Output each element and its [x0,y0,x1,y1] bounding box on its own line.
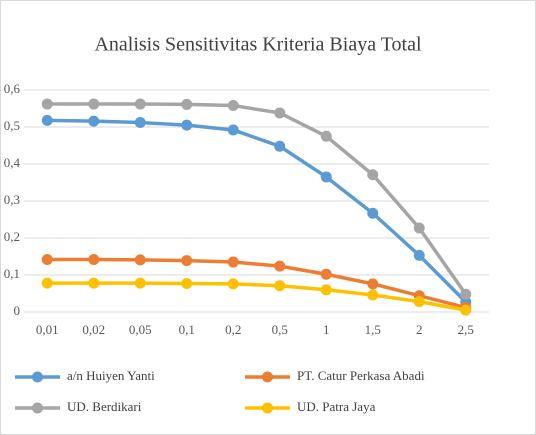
x-tick-label: 2 [416,322,423,337]
x-tick-label: 0,2 [225,322,241,337]
data-point [413,249,425,261]
data-point [88,98,100,110]
x-tick-label: 1 [323,322,330,337]
data-point [227,124,239,136]
data-point [134,254,146,266]
series-line [47,257,467,310]
data-point [181,119,193,131]
data-point [460,304,472,316]
y-tick-label: 0,5 [4,118,20,133]
data-point [460,288,472,300]
legend-marker [32,402,43,414]
data-point [320,130,332,142]
data-point [274,140,286,152]
legend-marker [262,371,273,383]
x-tick-label: 0,1 [179,322,195,337]
data-point [413,222,425,234]
legend-label: PT. Catur Perkasa Abadi [297,368,425,383]
data-point [320,284,332,296]
series-line [47,118,467,304]
chart-title: Analisis Sensitivitas Kriteria Biaya Tot… [94,34,422,56]
legend-marker [262,402,273,414]
y-tick-label: 0,4 [4,155,21,170]
data-point [88,115,100,127]
data-point [367,207,379,219]
data-point [320,171,332,183]
x-tick-label: 0,01 [36,322,59,337]
legend-marker [32,371,43,383]
data-point [413,296,425,308]
data-point [274,280,286,292]
data-point [367,278,379,290]
data-point [367,169,379,181]
legend-label: UD. Patra Jaya [297,399,376,414]
legend-label: a/n Huiyen Yanti [67,368,155,383]
data-point [181,98,193,110]
legend-label: UD. Berdikari [67,399,142,414]
data-point [88,253,100,265]
data-point [134,117,146,129]
data-point [134,277,146,289]
data-point [41,277,53,289]
data-point [227,278,239,290]
data-point [367,289,379,301]
y-tick-label: 0,1 [4,266,20,281]
data-point [41,114,53,126]
series-line [47,102,468,296]
series-line [47,281,467,312]
x-tick-label: 2,5 [458,322,474,337]
data-point [227,100,239,112]
x-tick-label: 0,02 [82,322,105,337]
y-tick-label: 0 [14,303,21,318]
data-point [181,278,193,290]
data-point [41,98,53,110]
y-tick-label: 0,3 [4,192,20,207]
data-point [274,107,286,119]
data-point [41,253,53,265]
data-point [274,260,286,272]
x-tick-label: 0,05 [129,322,152,337]
y-tick-label: 0,2 [4,229,20,244]
x-tick-label: 0,5 [272,322,288,337]
y-tick-label: 0,6 [4,81,21,96]
x-tick-label: 1,5 [365,322,381,337]
data-point [134,98,146,110]
data-point [227,256,239,268]
data-point [181,255,193,267]
data-point [320,268,332,280]
data-point [88,277,100,289]
